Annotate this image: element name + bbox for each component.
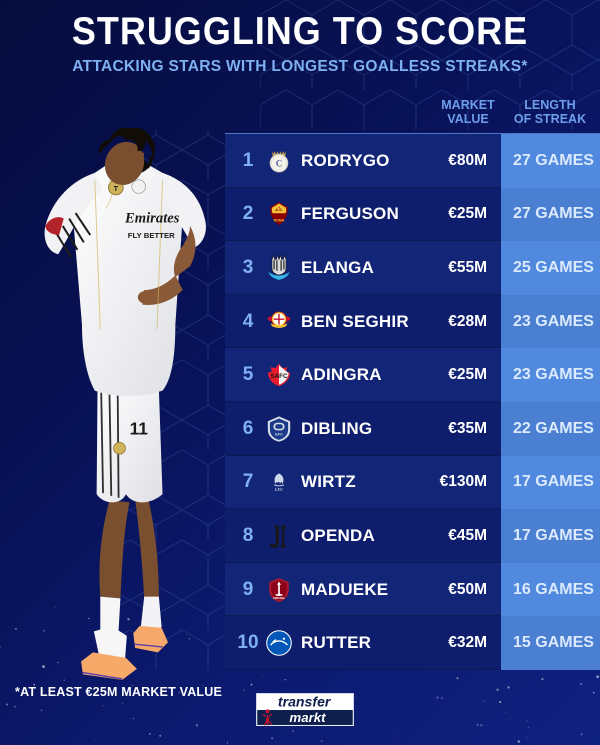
svg-text:11: 11	[130, 419, 149, 439]
svg-text:EFC: EFC	[275, 432, 283, 436]
svg-text:FLY BETTER: FLY BETTER	[128, 231, 175, 240]
svg-text:transfer: transfer	[278, 693, 332, 709]
svg-text:ARSENAL: ARSENAL	[273, 597, 286, 600]
svg-text:C: C	[276, 158, 283, 168]
svg-text:markt: markt	[289, 710, 326, 725]
svg-text:Emirates: Emirates	[124, 210, 180, 226]
svg-text:ROMA: ROMA	[274, 219, 285, 223]
svg-text:LFC: LFC	[274, 487, 283, 492]
svg-text:T: T	[114, 184, 119, 193]
svg-text:SAFC: SAFC	[270, 373, 288, 380]
